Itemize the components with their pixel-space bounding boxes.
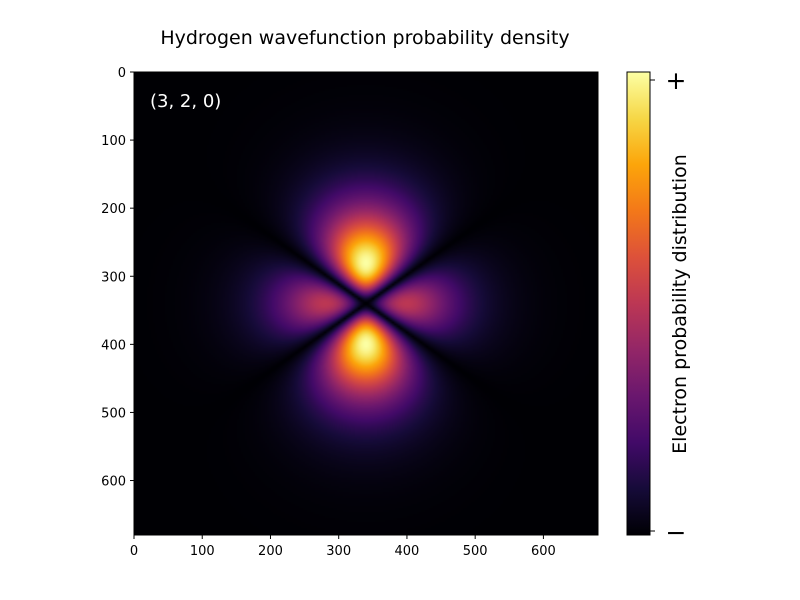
x-axis: 0 100 200 300 400 500 600 xyxy=(130,535,556,559)
chart-title: Hydrogen wavefunction probability densit… xyxy=(160,27,569,49)
y-tick-label: 600 xyxy=(101,475,126,490)
x-tick-label: 100 xyxy=(190,544,215,559)
y-tick-label: 200 xyxy=(101,202,126,217)
colorbar: + − Electron probability distribution xyxy=(626,66,691,547)
colorbar-label: Electron probability distribution xyxy=(669,154,691,454)
y-tick-label: 300 xyxy=(101,270,126,285)
x-tick-label: 400 xyxy=(395,544,420,559)
orbital-label: (3, 2, 0) xyxy=(150,91,221,112)
y-tick-label: 100 xyxy=(101,134,126,149)
x-tick-label: 200 xyxy=(258,544,283,559)
y-tick-label: 400 xyxy=(101,338,126,353)
y-axis: 0 100 200 300 400 500 600 xyxy=(101,66,134,490)
colorbar-min-label: − xyxy=(666,518,687,547)
heatmap-image xyxy=(134,72,598,535)
y-tick-label: 0 xyxy=(118,66,126,81)
plot-frame xyxy=(133,71,599,536)
x-tick-label: 600 xyxy=(531,544,556,559)
x-tick-label: 0 xyxy=(130,544,138,559)
x-tick-label: 500 xyxy=(463,544,488,559)
x-tick-label: 300 xyxy=(326,544,351,559)
heatmap-area: (3, 2, 0) xyxy=(133,71,599,536)
colorbar-max-label: + xyxy=(666,66,687,95)
y-tick-label: 500 xyxy=(101,406,126,421)
colorbar-gradient xyxy=(626,71,651,536)
